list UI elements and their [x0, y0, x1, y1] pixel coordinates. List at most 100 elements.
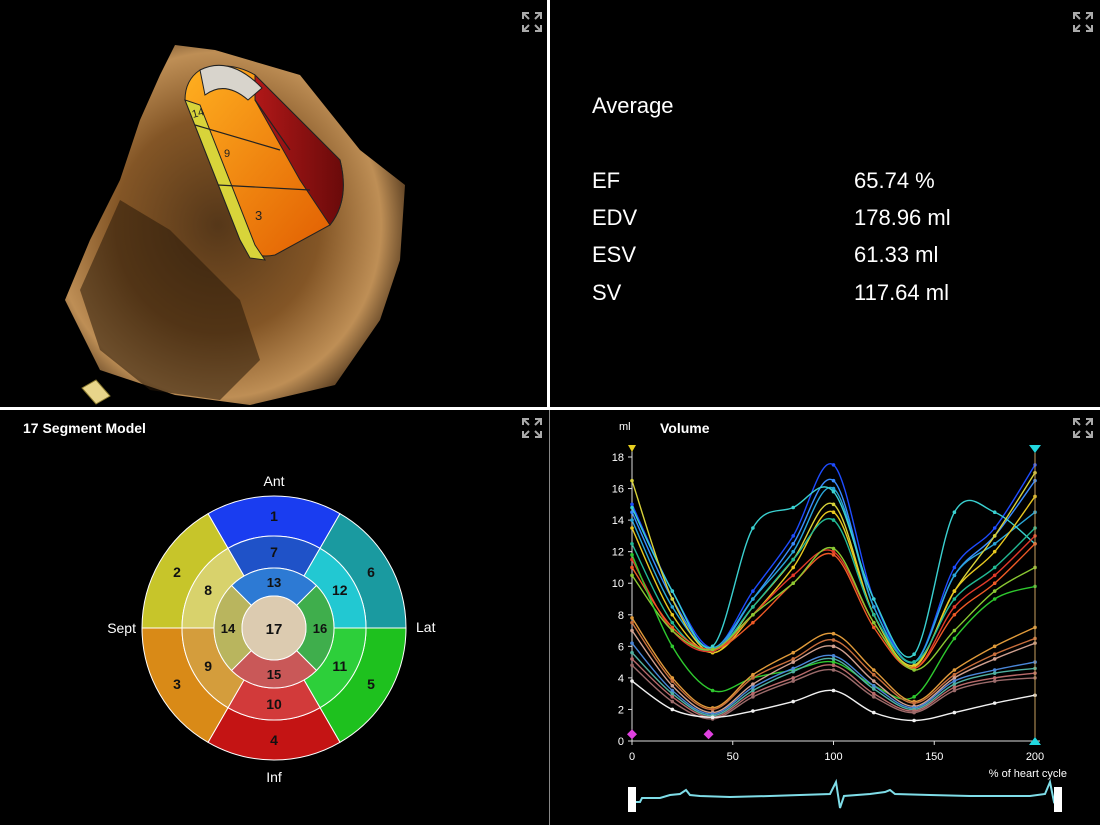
- volume-series-point: [670, 676, 675, 680]
- cursor-handle-icon[interactable]: [1029, 445, 1041, 453]
- volume-series-point: [791, 669, 795, 674]
- volume-series-point: [630, 502, 634, 507]
- volume-series-point: [952, 676, 957, 680]
- volume-series-point: [952, 679, 957, 683]
- maximize-icon[interactable]: [1071, 10, 1095, 34]
- volume-series-point: [670, 589, 675, 593]
- viewer-3d-pane[interactable]: 14 9 3: [0, 0, 547, 408]
- bullseye-segment-label: 14: [221, 621, 236, 636]
- metric-label: SV: [592, 280, 622, 305]
- volume-series-point: [630, 478, 634, 483]
- volume-series-point: [630, 641, 634, 645]
- volume-series-point: [831, 463, 836, 467]
- cursor-handle-icon[interactable]: [1029, 737, 1041, 745]
- metrics-pane: Average EF 65.74 % EDV 178.96 ml ESV 61.…: [551, 0, 1100, 408]
- volume-series-point: [670, 612, 675, 617]
- volume-series-point: [751, 676, 755, 680]
- volume-series-point: [751, 688, 755, 693]
- volume-series-point: [952, 565, 957, 570]
- maximize-icon[interactable]: [520, 10, 544, 34]
- volume-series-point: [630, 657, 634, 661]
- volume-series-point: [992, 541, 997, 546]
- bullseye-segment-label: 8: [204, 582, 212, 598]
- volume-chart[interactable]: ml % of heart cycle 0 2 4 6 8 10 12 14 16 18 0 50 10…: [550, 410, 1100, 825]
- bullseye-pane: 17 Segment Model 1 6 5 4 3 2 7 12 11 10 9 8 13 16 15 14…: [0, 410, 549, 825]
- volume-series-point: [710, 715, 715, 720]
- volume-series-point: [630, 573, 634, 578]
- lv-mesh-model: [184, 64, 344, 261]
- phase-marker-icon[interactable]: [703, 729, 714, 740]
- maximize-icon[interactable]: [520, 416, 544, 440]
- volume-series-point: [751, 620, 755, 625]
- volume-series-point: [831, 644, 836, 649]
- volume-series-point: [791, 573, 795, 578]
- volume-series-point: [831, 518, 836, 522]
- volume-series-point: [831, 546, 836, 551]
- volume-series-point: [952, 685, 957, 690]
- volume-series-point: [630, 620, 634, 625]
- bullseye-segment-label: 15: [267, 667, 281, 682]
- bullseye-segment-label: 17: [266, 621, 283, 638]
- volume-series-point: [872, 695, 876, 699]
- volume-series-point: [751, 709, 755, 713]
- volume-series-point: [872, 683, 876, 688]
- volume-series-point: [872, 605, 876, 609]
- volume-series-point: [992, 549, 997, 554]
- volume-series-point: [872, 679, 876, 683]
- volume-series-point: [872, 687, 876, 691]
- metric-label: EDV: [592, 205, 638, 230]
- bullseye-segment-label: 3: [173, 676, 181, 692]
- bullseye-segment-label: 10: [266, 696, 282, 712]
- start-cursor-handle-icon[interactable]: [628, 445, 636, 452]
- horizontal-divider[interactable]: [0, 407, 1100, 410]
- vertical-divider-bottom[interactable]: [549, 410, 550, 825]
- x-tick-label: 200: [1026, 751, 1044, 763]
- metric-label: ESV: [592, 242, 637, 267]
- volume-series-point: [831, 654, 836, 658]
- y-axis-unit: ml: [619, 421, 631, 433]
- volume-series-point: [952, 682, 957, 686]
- direction-label-top: Ant: [263, 473, 284, 489]
- echo-3d-rendering[interactable]: 14 9 3: [0, 0, 547, 408]
- volume-series-point: [710, 647, 715, 652]
- metric-value: 117.64 ml: [854, 280, 949, 305]
- vertical-divider-top[interactable]: [547, 0, 550, 410]
- volume-series-point: [992, 644, 997, 649]
- volume-series-point: [992, 652, 997, 657]
- volume-series-point: [872, 710, 876, 715]
- metric-row-ef: EF 65.74 %: [592, 168, 1052, 198]
- lv-segment-label: 3: [255, 208, 262, 223]
- orientation-cube-icon[interactable]: [81, 379, 111, 405]
- volume-series-point: [670, 707, 675, 712]
- volume-series-point: [670, 625, 675, 630]
- volume-series-point: [992, 510, 997, 515]
- volume-series-point: [670, 683, 675, 688]
- volume-series-point: [630, 616, 634, 620]
- volume-series-point: [992, 573, 997, 578]
- volume-series-point: [831, 478, 836, 483]
- volume-series-point: [670, 688, 675, 693]
- y-tick-label: 12: [612, 547, 624, 559]
- volume-series-point: [670, 699, 675, 704]
- volume-series-point: [670, 605, 675, 609]
- volume-series-point: [872, 612, 876, 617]
- volume-series-point: [912, 668, 916, 672]
- volume-series-point: [992, 534, 997, 538]
- volume-series-point: [751, 589, 755, 593]
- volume-series-point: [992, 676, 997, 680]
- maximize-icon[interactable]: [1071, 416, 1095, 440]
- bullseye-segment-17[interactable]: [241, 595, 307, 661]
- bullseye-segment-label: 6: [367, 564, 375, 580]
- volume-series-point: [791, 534, 795, 538]
- volume-series-point: [751, 682, 755, 686]
- phase-marker-icon[interactable]: [627, 729, 637, 740]
- volume-series-point: [831, 660, 836, 664]
- volume-series-point: [912, 701, 916, 705]
- bullseye-segment-label: 16: [313, 621, 327, 636]
- volume-series-point: [791, 549, 795, 554]
- volume-series-point: [912, 660, 916, 664]
- volume-series-point: [630, 628, 634, 633]
- y-tick-label: 8: [618, 610, 624, 622]
- volume-series-point: [912, 695, 916, 699]
